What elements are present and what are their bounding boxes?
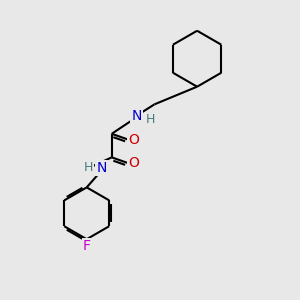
Text: O: O [128,156,139,170]
Text: H: H [83,161,93,174]
Text: O: O [128,133,139,147]
Text: N: N [96,161,106,175]
Text: F: F [83,239,91,253]
Text: H: H [145,112,155,126]
Text: N: N [132,109,142,123]
